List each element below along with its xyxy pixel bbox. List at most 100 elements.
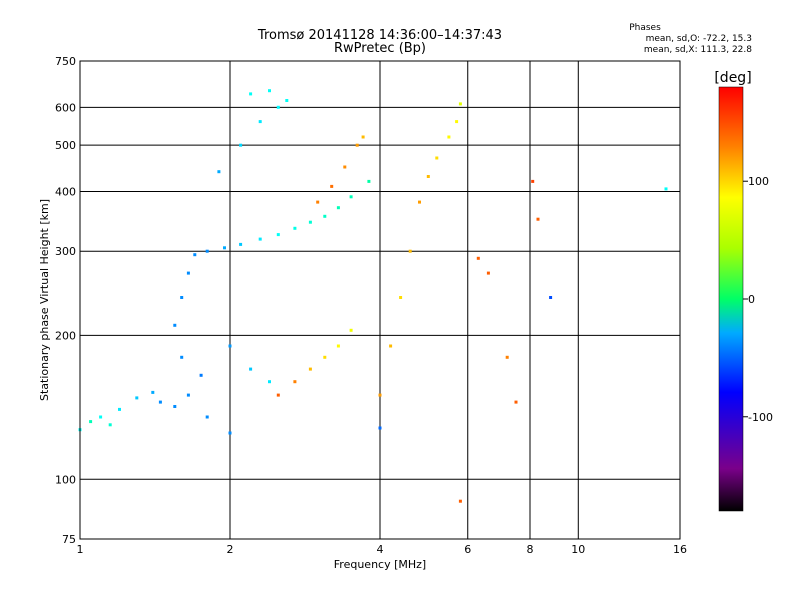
data-point xyxy=(505,355,509,359)
colorbar-tick-label: 100 xyxy=(748,175,769,188)
data-point xyxy=(343,165,347,169)
data-point xyxy=(180,296,184,299)
data-point xyxy=(389,344,393,348)
data-point xyxy=(99,415,103,419)
x-tick-label: 1 xyxy=(77,543,84,556)
colorbar xyxy=(718,86,744,512)
data-point xyxy=(228,431,232,435)
data-point xyxy=(180,355,184,359)
data-point xyxy=(336,206,340,210)
chart-subtitle: RwPretec (Bp) xyxy=(334,41,426,56)
data-point xyxy=(458,499,462,503)
data-point xyxy=(486,271,490,275)
data-point xyxy=(239,242,243,246)
data-point xyxy=(399,296,403,299)
plot-frame xyxy=(79,60,681,540)
y-tick-label: 200 xyxy=(55,329,76,342)
x-tick-label: 16 xyxy=(673,543,687,556)
stats-x-line: mean, sd,X: 111.3, 22.8 xyxy=(644,45,752,55)
colorbar-axis: 100 0 -100 xyxy=(743,175,773,424)
x-tick-label: 10 xyxy=(571,543,585,556)
data-point xyxy=(378,426,382,430)
data-point xyxy=(249,367,253,371)
data-point xyxy=(135,396,139,400)
data-point xyxy=(158,400,162,404)
data-point xyxy=(361,135,365,139)
data-point xyxy=(239,143,243,147)
y-axis: 75 100 200 300 400 500 600 750 xyxy=(55,55,76,546)
y-tick-label: 600 xyxy=(55,101,76,114)
y-axis-label: Stationary phase Virtual Height [km] xyxy=(38,199,51,401)
data-point xyxy=(276,393,280,397)
chart-title: Tromsø 20141128 14:36:00–14:37:43 xyxy=(257,28,502,43)
data-point xyxy=(285,99,289,102)
data-point xyxy=(455,120,459,124)
colorbar-tick-label: -100 xyxy=(748,411,773,424)
data-point xyxy=(193,253,197,257)
data-point xyxy=(458,102,462,106)
data-point xyxy=(355,143,359,147)
data-point xyxy=(199,373,203,377)
data-point xyxy=(108,423,112,427)
y-tick-label: 300 xyxy=(55,245,76,258)
x-tick-label: 8 xyxy=(527,543,534,556)
x-axis: 1 2 4 6 8 10 16 xyxy=(77,543,688,556)
data-point xyxy=(205,415,209,419)
data-point xyxy=(223,246,226,250)
data-point xyxy=(418,200,421,204)
y-tick-label: 100 xyxy=(55,473,76,486)
data-point xyxy=(330,184,334,188)
data-point xyxy=(268,89,271,93)
y-tick-label: 75 xyxy=(62,533,76,546)
x-tick-label: 2 xyxy=(227,543,234,556)
data-point xyxy=(336,344,340,348)
data-point xyxy=(276,233,280,237)
data-point xyxy=(323,355,327,359)
data-point xyxy=(323,214,327,218)
data-point xyxy=(186,271,190,275)
data-point xyxy=(308,220,312,224)
data-point xyxy=(447,135,451,139)
data-point xyxy=(228,344,232,348)
data-point xyxy=(249,92,253,96)
data-point xyxy=(435,156,439,160)
data-points xyxy=(78,89,668,503)
data-point xyxy=(476,256,480,260)
stats-o-line: mean, sd,O: -72.2, 15.3 xyxy=(646,34,752,44)
x-axis-label: Frequency [MHz] xyxy=(334,558,426,571)
data-point xyxy=(258,120,262,124)
stats-title: Phases xyxy=(629,23,661,33)
y-tick-label: 500 xyxy=(55,139,76,152)
data-point xyxy=(408,249,412,253)
colorbar-tick-label: 0 xyxy=(748,293,755,306)
data-point xyxy=(426,175,430,178)
data-point xyxy=(367,179,371,183)
data-point xyxy=(89,420,93,424)
data-point xyxy=(293,226,297,230)
data-point xyxy=(549,296,553,299)
data-point xyxy=(173,405,177,408)
data-point xyxy=(349,328,353,332)
data-point xyxy=(173,323,177,327)
data-point xyxy=(316,200,320,204)
colorbar-label: [deg] xyxy=(714,70,751,86)
x-tick-label: 4 xyxy=(377,543,384,556)
data-point xyxy=(205,249,209,253)
grid-lines xyxy=(80,61,680,539)
data-point xyxy=(151,390,155,394)
data-point xyxy=(118,407,121,411)
data-point xyxy=(276,105,280,109)
data-point xyxy=(308,367,312,371)
data-point xyxy=(258,237,262,241)
data-point xyxy=(268,380,271,384)
data-point xyxy=(186,393,190,397)
data-point xyxy=(293,380,297,384)
data-point xyxy=(664,187,668,191)
data-point xyxy=(217,170,221,174)
y-tick-label: 750 xyxy=(55,55,76,68)
data-point xyxy=(514,400,518,404)
data-point xyxy=(536,217,540,221)
x-tick-label: 6 xyxy=(464,543,471,556)
